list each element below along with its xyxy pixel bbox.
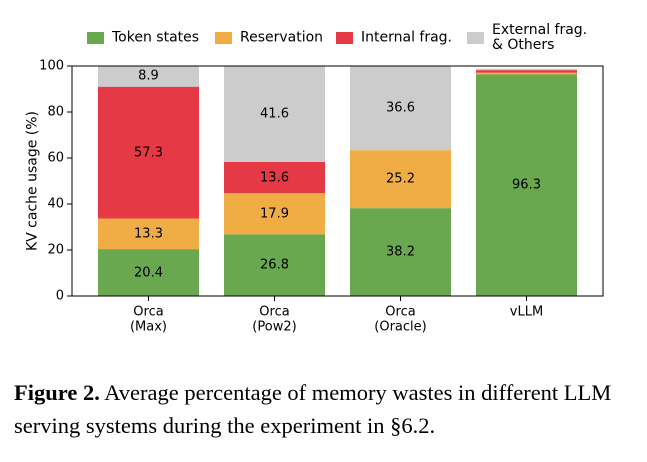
value-label: 26.8 <box>260 257 289 273</box>
bar-segment <box>476 74 577 296</box>
bar-segment <box>350 66 451 151</box>
y-tick-label: 80 <box>47 104 64 120</box>
chart <box>67 32 604 301</box>
x-tick-label: Orca <box>385 304 416 320</box>
legend-swatch <box>336 32 353 44</box>
value-label: 96.3 <box>512 177 541 193</box>
bar-segment <box>350 150 451 209</box>
value-label: 8.9 <box>138 68 159 84</box>
y-tick-label: 0 <box>55 288 64 304</box>
bar-segment <box>98 218 199 250</box>
x-tick-label: Orca <box>259 304 290 320</box>
plot-frame <box>71 65 604 297</box>
legend-swatch <box>467 32 484 44</box>
value-label: 20.4 <box>134 265 163 281</box>
legend-label: Token states <box>112 29 200 46</box>
legend-label: External frag. & Others <box>492 22 588 53</box>
y-tick-label: 20 <box>47 242 64 258</box>
value-label: 13.3 <box>134 226 163 242</box>
y-tick-label: 40 <box>47 196 64 212</box>
value-label: 38.2 <box>386 244 415 260</box>
y-axis-label: KV cache usage (%) <box>24 110 41 252</box>
caption-label: Figure 2. <box>14 380 100 405</box>
bar-segment <box>476 68 577 71</box>
value-label: 25.2 <box>386 171 415 187</box>
bar-segment <box>98 66 199 87</box>
bar-segment <box>476 70 577 73</box>
caption: Figure 2. Average percentage of memory w… <box>14 376 639 442</box>
x-tick-label: vLLM <box>509 304 544 320</box>
legend-label: Reservation <box>240 29 324 46</box>
bar-segment <box>224 161 325 194</box>
value-label: 13.6 <box>260 170 289 186</box>
value-label: 17.9 <box>260 206 289 222</box>
x-tick-label: (Oracle) <box>374 319 427 335</box>
bar-segment <box>350 208 451 296</box>
bar-segment <box>98 86 199 219</box>
value-label: 57.3 <box>134 145 163 161</box>
bar-segment <box>224 234 325 296</box>
caption-text: Average percentage of memory wastes in d… <box>14 380 612 438</box>
x-tick-label: (Pow2) <box>252 319 297 335</box>
bar-segment <box>98 249 199 296</box>
legend-swatch <box>87 32 104 44</box>
legend-swatch <box>215 32 232 44</box>
bar-segment <box>224 66 325 162</box>
y-tick-label: 60 <box>47 150 64 166</box>
bar-segment <box>224 193 325 235</box>
y-tick-label: 100 <box>39 58 64 74</box>
legend-label: Internal frag. <box>361 29 453 46</box>
x-tick-label: (Max) <box>129 319 168 335</box>
bar-segment <box>476 72 577 75</box>
x-tick-label: Orca <box>133 304 164 320</box>
value-label: 41.6 <box>260 106 289 122</box>
value-label: 36.6 <box>386 100 415 116</box>
